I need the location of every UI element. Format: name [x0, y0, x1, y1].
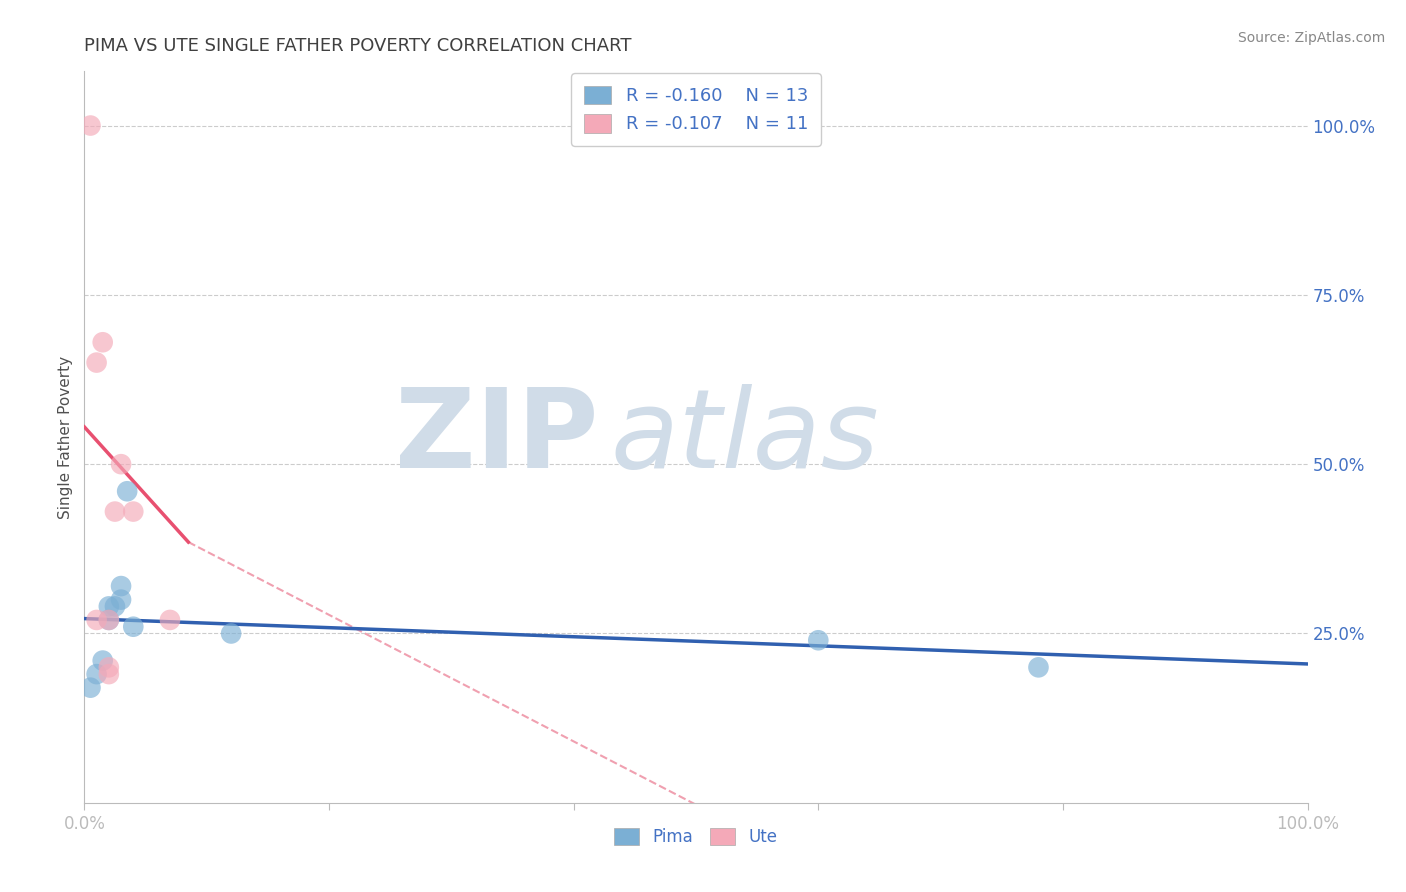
Point	[97, 660, 120, 674]
Point	[97, 599, 120, 614]
Point	[91, 654, 114, 668]
Point	[91, 335, 114, 350]
Point	[97, 613, 120, 627]
Point	[79, 681, 101, 695]
Point	[97, 667, 120, 681]
Text: PIMA VS UTE SINGLE FATHER POVERTY CORRELATION CHART: PIMA VS UTE SINGLE FATHER POVERTY CORREL…	[84, 37, 631, 54]
Point	[1028, 660, 1050, 674]
Point	[97, 613, 120, 627]
Point	[159, 613, 181, 627]
Point	[807, 633, 830, 648]
Point	[122, 620, 145, 634]
Point	[79, 119, 101, 133]
Text: Source: ZipAtlas.com: Source: ZipAtlas.com	[1237, 31, 1385, 45]
Point	[104, 599, 127, 614]
Point	[115, 484, 138, 499]
Point	[86, 613, 108, 627]
Y-axis label: Single Father Poverty: Single Father Poverty	[58, 356, 73, 518]
Point	[104, 505, 127, 519]
Point	[110, 579, 132, 593]
Point	[110, 457, 132, 471]
Point	[110, 592, 132, 607]
Point	[122, 505, 145, 519]
Text: ZIP: ZIP	[395, 384, 598, 491]
Legend: Pima, Ute: Pima, Ute	[607, 822, 785, 853]
Point	[86, 355, 108, 369]
Point	[219, 626, 242, 640]
Text: atlas: atlas	[610, 384, 879, 491]
Point	[86, 667, 108, 681]
